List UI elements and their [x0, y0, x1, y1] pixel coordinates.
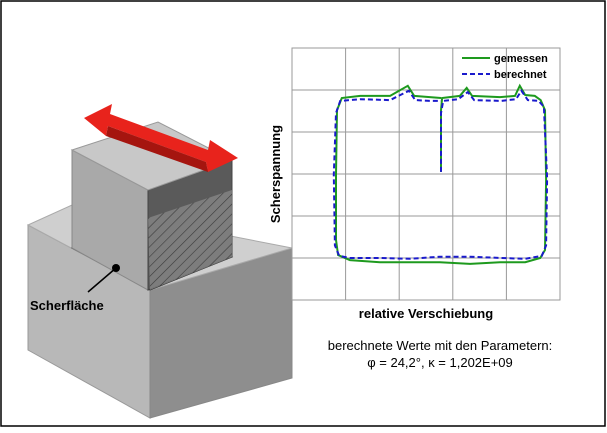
illustration-label: Scherfläche: [30, 298, 104, 313]
y-axis-label: Scherspannung: [268, 125, 283, 223]
x-axis-label: relative Verschiebung: [359, 306, 493, 321]
caption-line: φ = 24,2°, κ = 1,202E+09: [367, 355, 513, 370]
caption-line: berechnete Werte mit den Parametern:: [328, 338, 553, 353]
legend-label: berechnet: [494, 69, 547, 81]
legend-label: gemessen: [494, 53, 548, 65]
figure: Scherfläche gemessen berechnet Scherspannu…: [0, 0, 607, 428]
